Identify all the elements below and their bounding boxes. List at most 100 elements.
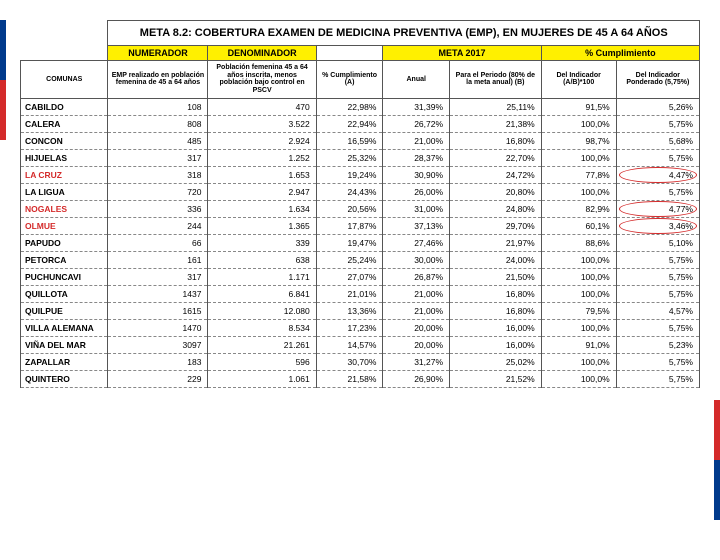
cell-num: 318 — [108, 166, 208, 183]
cell-anual: 26,72% — [383, 115, 450, 132]
table-row: CABILDO10847022,98%31,39%25,11%91,5%5,26… — [21, 98, 700, 115]
table-row: CALERA8083.52222,94%26,72%21,38%100,0%5,… — [21, 115, 700, 132]
cell-ind: 100,0% — [541, 251, 616, 268]
cell-comuna: PETORCA — [21, 251, 108, 268]
cell-anual: 26,90% — [383, 370, 450, 387]
table-title: META 8.2: COBERTURA EXAMEN DE MEDICINA P… — [108, 21, 700, 46]
cell-ind: 100,0% — [541, 353, 616, 370]
cell-anual: 26,00% — [383, 183, 450, 200]
cell-pond: 5,75% — [616, 353, 699, 370]
cell-cumpl: 21,58% — [316, 370, 383, 387]
meta-table: META 8.2: COBERTURA EXAMEN DE MEDICINA P… — [20, 20, 700, 388]
hdr-meta2017: META 2017 — [383, 46, 541, 61]
cell-comuna: VIÑA DEL MAR — [21, 336, 108, 353]
cell-num: 808 — [108, 115, 208, 132]
cell-comuna: CABILDO — [21, 98, 108, 115]
cell-periodo: 24,80% — [450, 200, 542, 217]
cell-cumpl: 16,59% — [316, 132, 383, 149]
table-row: QUINTERO2291.06121,58%26,90%21,52%100,0%… — [21, 370, 700, 387]
cell-num: 183 — [108, 353, 208, 370]
cell-cumpl: 22,98% — [316, 98, 383, 115]
cell-num: 108 — [108, 98, 208, 115]
cell-den: 2.924 — [208, 132, 316, 149]
cell-pond: 5,75% — [616, 251, 699, 268]
cell-periodo: 16,00% — [450, 336, 542, 353]
hdr-periodo: Para el Periodo (80% de la meta anual) (… — [450, 61, 542, 99]
cell-pond: 5,75% — [616, 115, 699, 132]
cell-den: 1.634 — [208, 200, 316, 217]
table-row: LA LIGUA7202.94724,43%26,00%20,80%100,0%… — [21, 183, 700, 200]
cell-pond: 5,68% — [616, 132, 699, 149]
cell-cumpl: 27,07% — [316, 268, 383, 285]
decor-stripe-right-red — [714, 400, 720, 460]
cell-num: 1615 — [108, 302, 208, 319]
cell-comuna: OLMUE — [21, 217, 108, 234]
cell-den: 1.653 — [208, 166, 316, 183]
table-row: PUCHUNCAVI3171.17127,07%26,87%21,50%100,… — [21, 268, 700, 285]
cell-anual: 31,27% — [383, 353, 450, 370]
cell-cumpl: 19,47% — [316, 234, 383, 251]
cell-num: 317 — [108, 268, 208, 285]
cell-num: 720 — [108, 183, 208, 200]
cell-periodo: 24,00% — [450, 251, 542, 268]
cell-comuna: QUILLOTA — [21, 285, 108, 302]
cell-comuna: QUILPUE — [21, 302, 108, 319]
cell-pond: 5,75% — [616, 183, 699, 200]
cell-comuna: LA CRUZ — [21, 166, 108, 183]
table-row: QUILLOTA14376.84121,01%21,00%16,80%100,0… — [21, 285, 700, 302]
cell-ind: 79,5% — [541, 302, 616, 319]
cell-den: 6.841 — [208, 285, 316, 302]
cell-periodo: 25,02% — [450, 353, 542, 370]
cell-anual: 26,87% — [383, 268, 450, 285]
cell-periodo: 21,97% — [450, 234, 542, 251]
hdr-numerador: NUMERADOR — [108, 46, 208, 61]
cell-ind: 100,0% — [541, 183, 616, 200]
cell-ind: 100,0% — [541, 370, 616, 387]
cell-den: 638 — [208, 251, 316, 268]
cell-comuna: PUCHUNCAVI — [21, 268, 108, 285]
cell-ind: 100,0% — [541, 149, 616, 166]
cell-cumpl: 17,87% — [316, 217, 383, 234]
cell-den: 8.534 — [208, 319, 316, 336]
cell-ind: 91,0% — [541, 336, 616, 353]
cell-num: 485 — [108, 132, 208, 149]
table-body: CABILDO10847022,98%31,39%25,11%91,5%5,26… — [21, 98, 700, 387]
cell-periodo: 16,00% — [450, 319, 542, 336]
cell-anual: 31,00% — [383, 200, 450, 217]
cell-pond: 5,75% — [616, 319, 699, 336]
table-row: HIJUELAS3171.25225,32%28,37%22,70%100,0%… — [21, 149, 700, 166]
cell-anual: 20,00% — [383, 319, 450, 336]
cell-cumpl: 25,32% — [316, 149, 383, 166]
cell-cumpl: 30,70% — [316, 353, 383, 370]
table-container: META 8.2: COBERTURA EXAMEN DE MEDICINA P… — [20, 20, 700, 388]
decor-stripe-left-red — [0, 80, 6, 140]
cell-num: 244 — [108, 217, 208, 234]
cell-comuna: CONCON — [21, 132, 108, 149]
cell-ind: 88,6% — [541, 234, 616, 251]
cell-periodo: 21,50% — [450, 268, 542, 285]
cell-pond: 5,75% — [616, 149, 699, 166]
hdr-den-sub: Población femenina 45 a 64 años inscrita… — [208, 61, 316, 99]
table-row: LA CRUZ3181.65319,24%30,90%24,72%77,8%4,… — [21, 166, 700, 183]
cell-ind: 100,0% — [541, 268, 616, 285]
cell-num: 66 — [108, 234, 208, 251]
cell-den: 21.261 — [208, 336, 316, 353]
cell-periodo: 24,72% — [450, 166, 542, 183]
table-row: NOGALES3361.63420,56%31,00%24,80%82,9%4,… — [21, 200, 700, 217]
hdr-comunas: COMUNAS — [21, 61, 108, 99]
cell-periodo: 21,52% — [450, 370, 542, 387]
table-row: PAPUDO6633919,47%27,46%21,97%88,6%5,10% — [21, 234, 700, 251]
cell-num: 1470 — [108, 319, 208, 336]
cell-periodo: 22,70% — [450, 149, 542, 166]
table-row: OLMUE2441.36517,87%37,13%29,70%60,1%3,46… — [21, 217, 700, 234]
table-row: VILLA ALEMANA14708.53417,23%20,00%16,00%… — [21, 319, 700, 336]
cell-pond: 5,75% — [616, 268, 699, 285]
cell-ind: 60,1% — [541, 217, 616, 234]
hdr-denominador: DENOMINADOR — [208, 46, 316, 61]
cell-cumpl: 20,56% — [316, 200, 383, 217]
cell-anual: 31,39% — [383, 98, 450, 115]
cell-comuna: PAPUDO — [21, 234, 108, 251]
cell-num: 1437 — [108, 285, 208, 302]
cell-comuna: ZAPALLAR — [21, 353, 108, 370]
cell-pond: 4,77% — [616, 200, 699, 217]
